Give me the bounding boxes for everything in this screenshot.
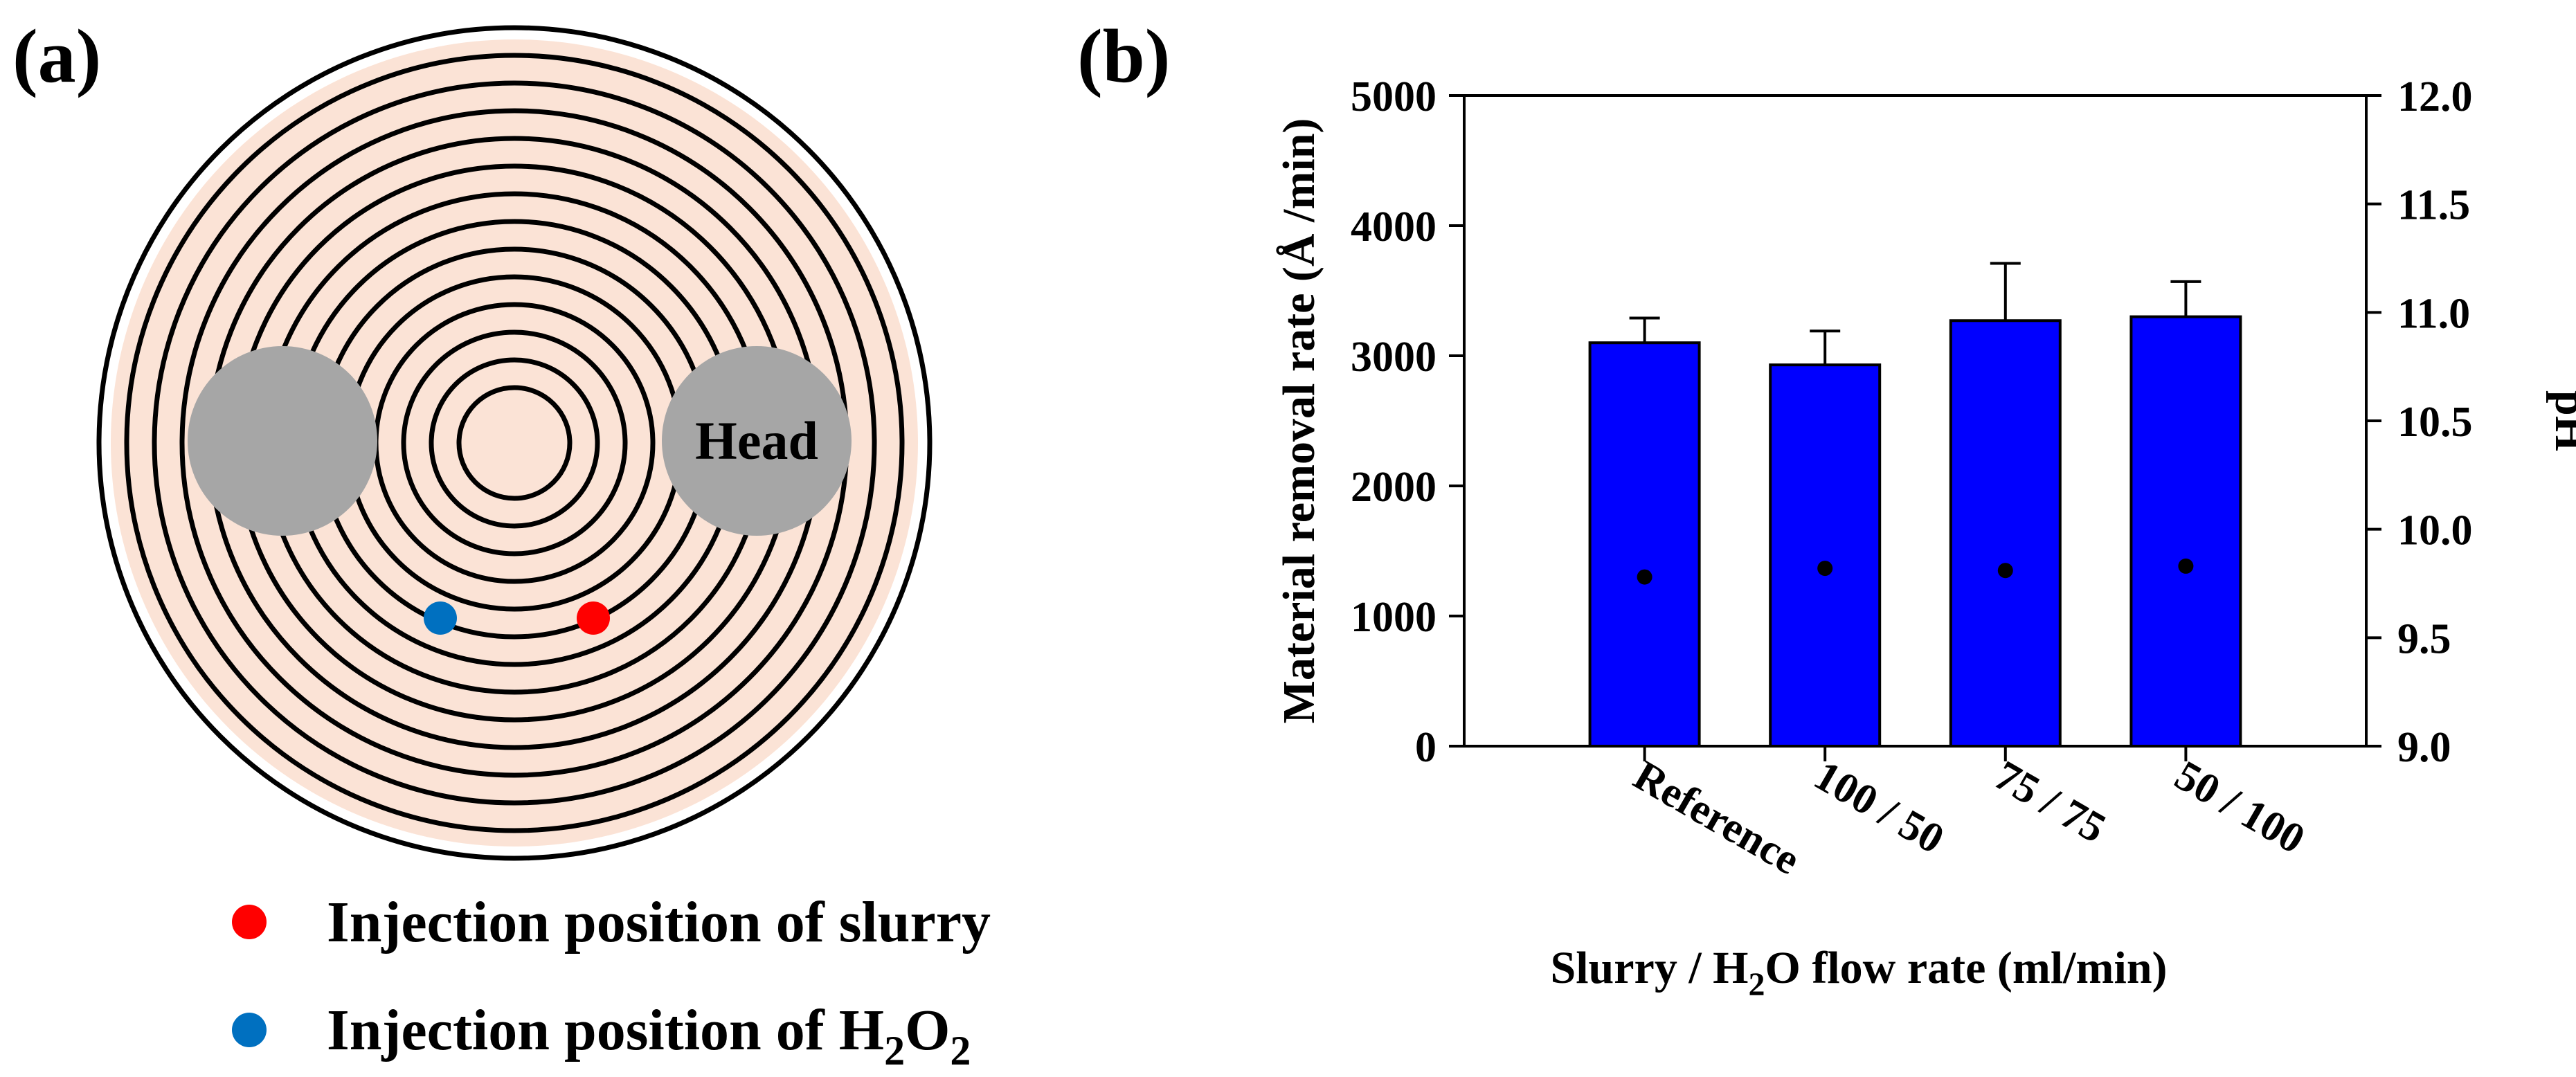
head-label: Head — [695, 410, 818, 471]
panel-b-label: (b) — [1077, 14, 1170, 98]
left-tick-label: 2000 — [1351, 464, 1436, 511]
legend-slurry-text: Injection position of slurry — [327, 890, 991, 954]
ph-point — [1817, 561, 1833, 577]
right-tick-label: 10.0 — [2397, 507, 2473, 554]
groove-ring — [401, 329, 628, 556]
left-tick-label: 4000 — [1351, 203, 1436, 251]
left-tick-label: 3000 — [1351, 334, 1436, 381]
left-tick-label: 5000 — [1351, 73, 1436, 120]
pad-disc — [111, 39, 918, 847]
legend-h2o2-marker — [232, 1013, 267, 1047]
right-tick-label: 11.5 — [2397, 182, 2470, 229]
right-tick-label: 9.5 — [2397, 615, 2451, 662]
category-label: 100 / 50 — [1806, 752, 1952, 863]
bar — [2129, 315, 2242, 748]
right-tick-label: 11.0 — [2397, 290, 2470, 337]
category-label: 75 / 75 — [1987, 752, 2114, 852]
category-label: Reference — [1626, 752, 1808, 884]
polishing-pad: Head — [96, 25, 933, 861]
slurry-injection-dot — [577, 601, 610, 635]
y-axis-title: Material removal rate (Å /min) — [1274, 118, 1324, 724]
right-tick-label: 9.0 — [2397, 724, 2451, 771]
bar — [1769, 363, 1882, 748]
right-tick-label: 12.0 — [2397, 73, 2473, 120]
legend: Injection position of slurry Injection p… — [232, 890, 991, 1074]
carrier-head-left — [188, 346, 377, 536]
ph-point — [1997, 563, 2013, 579]
groove-ring — [152, 80, 877, 806]
legend-slurry-marker — [232, 905, 267, 939]
groove-ring — [96, 25, 933, 861]
legend-h2o2-text: Injection position of H2O2 — [327, 998, 971, 1074]
carrier-head-right — [662, 346, 852, 536]
h2o2-injection-dot — [424, 601, 457, 635]
bar — [1588, 341, 1701, 748]
panel-a-label: (a) — [12, 14, 101, 98]
groove-ring — [429, 357, 600, 529]
right-tick-label: 10.5 — [2397, 399, 2473, 446]
left-tick-label: 0 — [1415, 724, 1436, 771]
ph-point — [2178, 558, 2194, 574]
groove-ring — [456, 385, 573, 501]
left-tick-label: 1000 — [1351, 594, 1436, 641]
x-axis-title: Slurry / H2O flow rate (ml/min) — [1550, 943, 2167, 1003]
bar-chart: 0 1000 2000 3000 4000 5000 9.0 9.5 10.0 10.5 11.0 1… — [1274, 73, 2576, 1003]
groove-ring — [124, 53, 905, 833]
bar — [1949, 319, 2062, 748]
ph-point — [1637, 569, 1652, 585]
category-label: 50 / 100 — [2167, 752, 2312, 863]
y2-axis-title: pH — [2546, 390, 2576, 451]
